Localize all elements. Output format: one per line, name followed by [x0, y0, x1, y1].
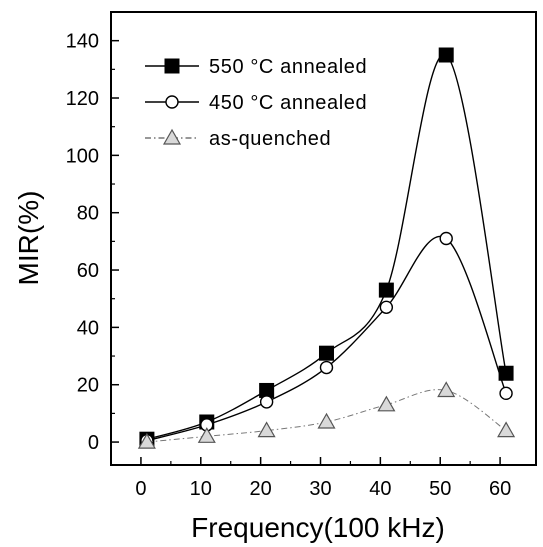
filled-square-marker [378, 282, 394, 298]
open-circle-marker [499, 386, 513, 401]
open-triangle-marker [197, 427, 216, 443]
legend-marker [164, 58, 180, 74]
x-tick-label: 0 [135, 478, 146, 500]
legend-label: 450 °C annealed [209, 92, 367, 114]
filled-square-marker [318, 345, 334, 361]
y-tick-label: 80 [77, 203, 99, 225]
series-line [146, 235, 507, 442]
y-tick-label: 20 [77, 375, 99, 397]
open-triangle-marker [257, 421, 276, 438]
legend-item: as-quenched [145, 128, 331, 150]
open-triangle-marker [137, 432, 156, 449]
series-line [146, 54, 507, 440]
open-circle-marker [439, 231, 453, 246]
open-triangle-marker [437, 381, 456, 398]
x-tick-label: 30 [309, 478, 331, 500]
y-tick-label: 120 [66, 88, 99, 110]
legend-label: 550 °C annealed [209, 56, 367, 78]
x-tick-label: 50 [429, 478, 451, 500]
open-triangle-marker [377, 395, 396, 412]
open-triangle-marker [497, 421, 516, 438]
x-tick-label: 20 [250, 478, 272, 500]
legend-item: 550 °C annealed [145, 56, 367, 78]
x-tick-label: 10 [190, 478, 212, 500]
y-tick-label: 140 [66, 31, 99, 53]
filled-square-marker [438, 47, 454, 63]
y-tick-label: 60 [77, 260, 99, 282]
legend: 550 °C annealed 450 °C annealed as-quenche… [145, 56, 367, 150]
y-tick-label: 40 [77, 317, 99, 339]
open-circle-marker [319, 360, 334, 375]
y-tick-label: 0 [88, 432, 99, 454]
y-tick-label: 100 [66, 145, 99, 167]
legend-marker [162, 128, 182, 145]
plot-layer [137, 47, 516, 449]
x-tick-label: 40 [369, 478, 391, 500]
legend-marker [165, 95, 179, 109]
open-circle-marker [259, 395, 274, 409]
x-tick-label: 60 [489, 478, 511, 500]
open-circle-marker [379, 300, 394, 315]
open-triangle-marker [317, 412, 336, 429]
y-axis-title: MIR(%) [13, 191, 44, 286]
plot-frame [110, 11, 537, 466]
legend-label: as-quenched [209, 128, 331, 150]
legend-item: 450 °C annealed [145, 92, 367, 114]
x-axis-title: Frequency(100 kHz) [191, 512, 445, 543]
axis-layer: 0 10 20 30 40 50 60 0 20 40 60 80 100 120 140 [66, 11, 537, 500]
